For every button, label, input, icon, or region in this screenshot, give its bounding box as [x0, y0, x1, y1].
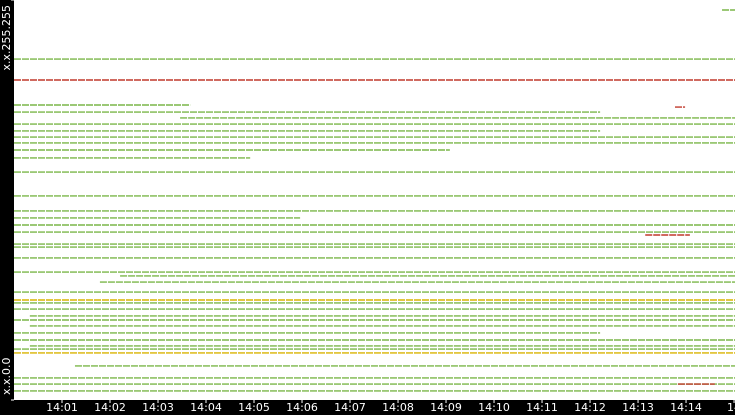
- x-tick-label: 14:03: [142, 401, 174, 414]
- x-tick-label: 14:11: [526, 401, 558, 414]
- x-axis-bar: [0, 400, 735, 415]
- x-tick-label: 14:10: [478, 401, 510, 414]
- x-tick-label: 14:08: [382, 401, 414, 414]
- x-tick-label: 14:09: [430, 401, 462, 414]
- x-tick-label: 14:06: [286, 401, 318, 414]
- y-tick-label: x.x.255.255: [0, 5, 13, 71]
- x-tick-label: 14:02: [94, 401, 126, 414]
- x-tick-label: 14:14: [670, 401, 702, 414]
- x-tick-label: 14:12: [574, 401, 606, 414]
- x-tick-label: 14:13: [622, 401, 654, 414]
- x-tick-label: 14:04: [190, 401, 222, 414]
- y-tick-label: x.x.0.0: [0, 357, 13, 395]
- x-tick-label: 14:01: [46, 401, 78, 414]
- x-tick-label: 14: [727, 401, 735, 414]
- x-tick-label: 14:05: [238, 401, 270, 414]
- y-axis-bar: [0, 0, 14, 415]
- x-tick-label: 14:07: [334, 401, 366, 414]
